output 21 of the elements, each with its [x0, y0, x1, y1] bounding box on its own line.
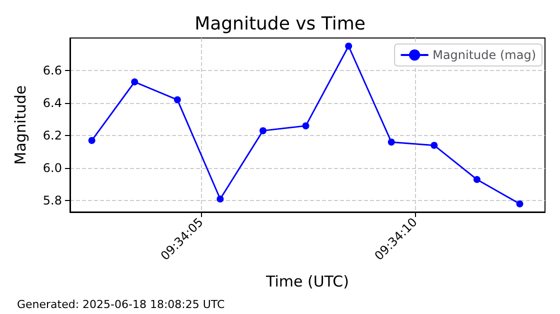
point [516, 200, 524, 208]
y-axis-title: Magnitude [12, 85, 30, 165]
point [88, 136, 96, 144]
point [388, 138, 395, 146]
legend-label: Magnitude (mag) [432, 48, 536, 62]
text: Generated: 2025-06-18 18:08:25 UTC [17, 298, 226, 311]
x-axis-title: Time (UTC) [265, 272, 349, 290]
point [259, 127, 266, 134]
y-tick-label: 5.8 [42, 194, 62, 208]
point [131, 78, 138, 86]
y-tick-label: 6.0 [42, 161, 62, 176]
point [345, 42, 352, 50]
y-tick-label: 6.6 [42, 64, 62, 78]
point [216, 195, 224, 202]
point [302, 122, 310, 130]
point [174, 96, 181, 104]
point [473, 176, 480, 183]
y-tick-label: 6.2 [42, 128, 62, 143]
y-tick-label: 6.4 [42, 96, 62, 110]
point [430, 142, 438, 149]
chart-title: Magnitude vs Time [194, 14, 366, 34]
